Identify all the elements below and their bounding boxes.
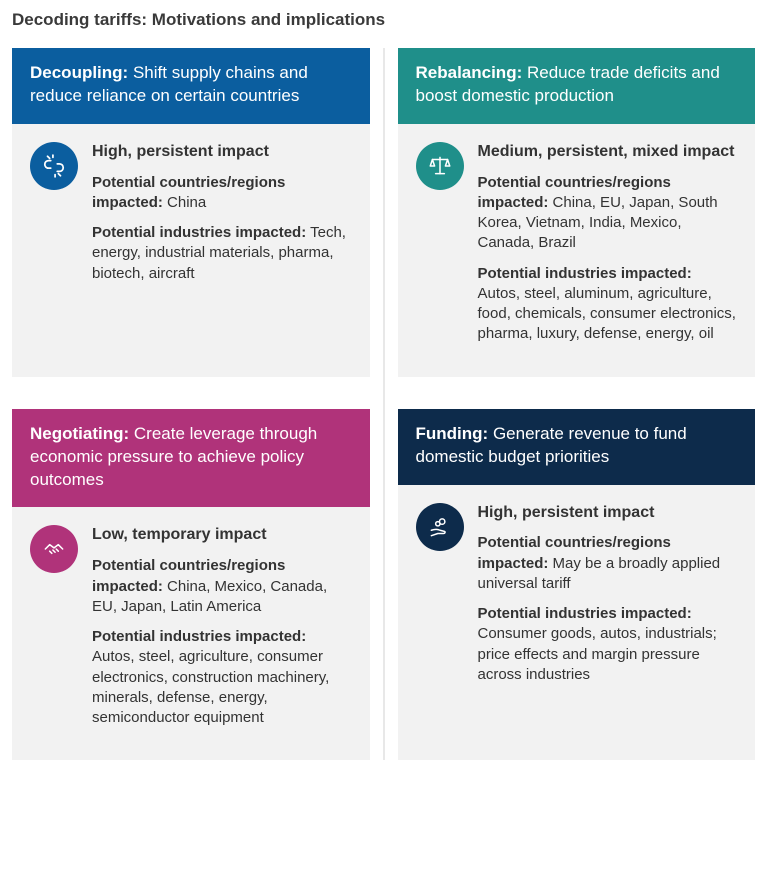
card-rebalancing: Rebalancing: Reduce trade deficits and b… bbox=[398, 48, 756, 377]
industries-label: Potential industries impacted: bbox=[478, 265, 692, 282]
link-broken-icon bbox=[30, 142, 78, 190]
text-column: High, persistent impact Potential countr… bbox=[478, 503, 738, 739]
icon-column bbox=[416, 142, 464, 355]
impact-text: Medium, persistent, mixed impact bbox=[478, 142, 738, 163]
industries-value: Autos, steel, agriculture, consumer elec… bbox=[92, 648, 329, 726]
industries-label: Potential industries impacted: bbox=[92, 224, 306, 241]
card-body: High, persistent impact Potential countr… bbox=[398, 485, 756, 761]
vertical-divider bbox=[383, 48, 384, 760]
industries-label: Potential industries impacted: bbox=[478, 605, 692, 622]
card-term: Decoupling: bbox=[30, 63, 128, 82]
industries-para: Potential industries impacted: Consumer … bbox=[478, 604, 738, 685]
industries-para: Potential industries impacted: Autos, st… bbox=[478, 264, 738, 345]
countries-para: Potential countries/regions impacted: Ch… bbox=[92, 556, 352, 617]
card-body: Low, temporary impact Potential countrie… bbox=[12, 507, 370, 760]
coins-hand-icon bbox=[416, 503, 464, 551]
text-column: Medium, persistent, mixed impact Potenti… bbox=[478, 142, 738, 355]
text-column: High, persistent impact Potential countr… bbox=[92, 142, 352, 355]
text-column: Low, temporary impact Potential countrie… bbox=[92, 525, 352, 738]
icon-column bbox=[30, 142, 78, 355]
card-header: Funding: Generate revenue to fund domest… bbox=[398, 409, 756, 485]
card-decoupling: Decoupling: Shift supply chains and redu… bbox=[12, 48, 370, 377]
countries-para: Potential countries/regions impacted: Ch… bbox=[92, 173, 352, 214]
countries-para: Potential countries/regions impacted: Ch… bbox=[478, 173, 738, 254]
card-negotiating: Negotiating: Create leverage through eco… bbox=[12, 409, 370, 761]
countries-para: Potential countries/regions impacted: Ma… bbox=[478, 533, 738, 594]
industries-para: Potential industries impacted: Autos, st… bbox=[92, 627, 352, 728]
card-body: High, persistent impact Potential countr… bbox=[12, 124, 370, 377]
card-body: Medium, persistent, mixed impact Potenti… bbox=[398, 124, 756, 377]
icon-column bbox=[30, 525, 78, 738]
industries-value: Autos, steel, aluminum, agriculture, foo… bbox=[478, 285, 736, 343]
card-header: Decoupling: Shift supply chains and redu… bbox=[12, 48, 370, 124]
card-header: Rebalancing: Reduce trade deficits and b… bbox=[398, 48, 756, 124]
card-header: Negotiating: Create leverage through eco… bbox=[12, 409, 370, 508]
countries-value: China bbox=[167, 194, 206, 211]
industries-label: Potential industries impacted: bbox=[92, 628, 306, 645]
industries-value: Consumer goods, autos, industrials; pric… bbox=[478, 625, 717, 683]
impact-text: High, persistent impact bbox=[92, 142, 352, 163]
page-title: Decoding tariffs: Motivations and implic… bbox=[12, 10, 755, 30]
cards-grid: Decoupling: Shift supply chains and redu… bbox=[12, 48, 755, 760]
card-term: Negotiating: bbox=[30, 424, 129, 443]
card-term: Rebalancing: bbox=[416, 63, 523, 82]
card-funding: Funding: Generate revenue to fund domest… bbox=[398, 409, 756, 761]
industries-para: Potential industries impacted: Tech, ene… bbox=[92, 223, 352, 284]
impact-text: High, persistent impact bbox=[478, 503, 738, 524]
handshake-icon bbox=[30, 525, 78, 573]
impact-text: Low, temporary impact bbox=[92, 525, 352, 546]
icon-column bbox=[416, 503, 464, 739]
card-term: Funding: bbox=[416, 424, 489, 443]
scale-icon bbox=[416, 142, 464, 190]
